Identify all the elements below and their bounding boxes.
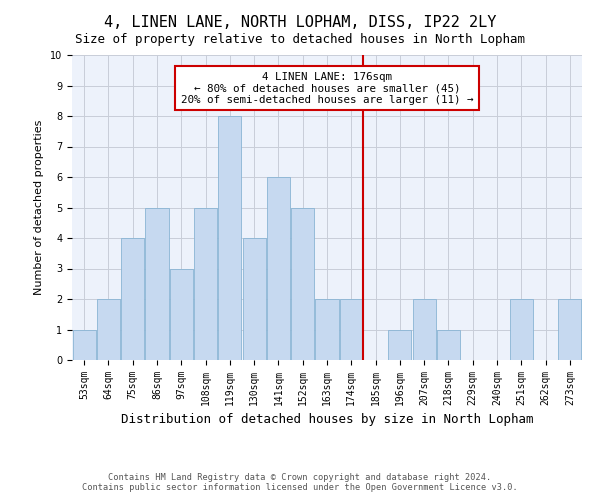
Bar xyxy=(97,299,120,360)
Bar xyxy=(316,299,338,360)
Bar xyxy=(291,208,314,360)
Bar xyxy=(145,208,169,360)
Bar xyxy=(170,268,193,360)
Bar xyxy=(437,330,460,360)
Bar xyxy=(388,330,412,360)
Text: Size of property relative to detached houses in North Lopham: Size of property relative to detached ho… xyxy=(75,32,525,46)
Bar xyxy=(340,299,363,360)
Text: 4 LINEN LANE: 176sqm
← 80% of detached houses are smaller (45)
20% of semi-detac: 4 LINEN LANE: 176sqm ← 80% of detached h… xyxy=(181,72,473,105)
Bar xyxy=(194,208,217,360)
Text: Contains HM Land Registry data © Crown copyright and database right 2024.
Contai: Contains HM Land Registry data © Crown c… xyxy=(82,473,518,492)
Bar xyxy=(559,299,581,360)
Bar xyxy=(242,238,266,360)
Bar xyxy=(510,299,533,360)
Bar xyxy=(267,177,290,360)
Bar xyxy=(121,238,144,360)
Y-axis label: Number of detached properties: Number of detached properties xyxy=(34,120,44,295)
X-axis label: Distribution of detached houses by size in North Lopham: Distribution of detached houses by size … xyxy=(121,414,533,426)
Text: 4, LINEN LANE, NORTH LOPHAM, DISS, IP22 2LY: 4, LINEN LANE, NORTH LOPHAM, DISS, IP22 … xyxy=(104,15,496,30)
Bar xyxy=(73,330,95,360)
Bar xyxy=(413,299,436,360)
Bar xyxy=(218,116,241,360)
